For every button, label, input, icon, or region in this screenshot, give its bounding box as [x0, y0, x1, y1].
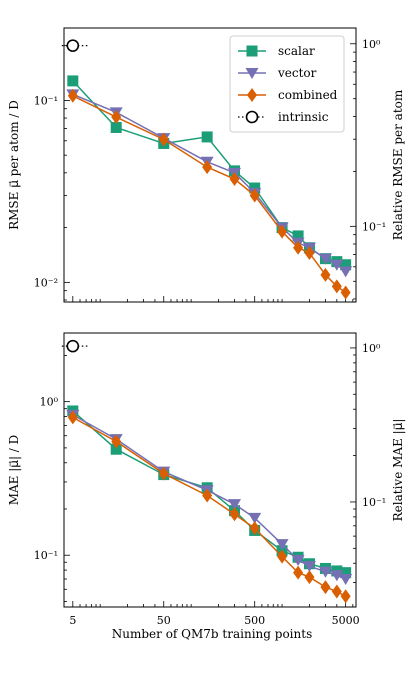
mae-vector-point — [318, 566, 332, 578]
mae-y-tick-label: 10⁰ — [40, 396, 59, 409]
rmse-y-tick-label: 10⁻¹ — [34, 94, 58, 107]
rmse-scalar-point — [110, 121, 122, 133]
rmse-y-axis-label: RMSE μ⃗ per atom / D — [7, 100, 21, 230]
mae-combined-point — [331, 584, 342, 599]
legend-marker — [245, 110, 259, 124]
mae-vector-point — [339, 574, 353, 586]
rmse-combined-point — [111, 110, 122, 125]
rmse-combined-point — [229, 171, 240, 186]
mae-vector-point — [330, 570, 344, 582]
mae-y-right-tick-label: 10⁻¹ — [362, 496, 386, 509]
mae-combined-point — [277, 549, 288, 564]
rmse-scalar-point — [67, 75, 79, 87]
rmse-combined-point — [293, 240, 304, 255]
rmse-combined-point — [158, 132, 169, 147]
rmse-y-right-tick-label: 10⁰ — [362, 38, 381, 51]
rmse-y-right-axis-label: Relative RMSE per atom — [391, 89, 405, 240]
mae-combined-point — [202, 488, 213, 503]
rmse-series-combined — [67, 88, 351, 300]
rmse-combined-point — [202, 160, 213, 175]
rmse-vector-point — [330, 259, 344, 271]
x-axis-label: Number of QM7b training points — [112, 627, 312, 641]
legend-label: combined — [278, 88, 338, 102]
rmse-combined-point — [277, 224, 288, 239]
rmse-combined-point — [340, 285, 351, 300]
legend-entry-combined: combined — [238, 88, 338, 102]
rmse-combined-point — [67, 88, 78, 103]
rmse-vector-point — [318, 253, 332, 265]
mae-combined-point — [304, 570, 315, 585]
mae-series-intrinsic — [61, 339, 90, 353]
mae-y-right-axis-label: Relative MAE |μ⃗| — [391, 419, 405, 522]
mae-combined-point — [320, 580, 331, 595]
legend-label: vector — [277, 66, 317, 80]
mae-combined-point — [67, 410, 78, 425]
mae-plot-frame — [63, 332, 357, 608]
x-tick-label: 5000 — [332, 614, 360, 627]
legend-label: scalar — [278, 44, 315, 58]
legend-entry-intrinsic: intrinsic — [238, 110, 329, 124]
legend-marker — [247, 88, 257, 102]
legend-marker — [245, 68, 259, 79]
mae-scalar-point — [110, 443, 122, 455]
legend-entry-scalar: scalar — [238, 44, 315, 58]
mae-y-axis-label: MAE |μ⃗| / D — [7, 435, 21, 506]
rmse-combined-point — [320, 267, 331, 282]
legend-label: intrinsic — [278, 110, 329, 124]
mae-vector-point — [291, 555, 305, 567]
rmse-y-right-tick-label: 10⁻¹ — [362, 220, 386, 233]
mae-combined-point — [229, 507, 240, 522]
legend: scalar vector combined intrinsic — [229, 35, 345, 133]
rmse-vector-point — [339, 266, 353, 278]
x-tick-label: 500 — [244, 614, 265, 627]
rmse-combined-point — [331, 279, 342, 294]
rmse-y-tick-label: 10⁻² — [34, 276, 58, 289]
mae-vector-point — [228, 499, 242, 511]
mae-y-right-tick-label: 10⁰ — [362, 342, 381, 355]
mae-scalar-point — [340, 567, 352, 579]
rmse-scalar-point — [340, 259, 352, 271]
mae-intrinsic-point — [66, 339, 80, 353]
mae-vector-point — [302, 561, 316, 573]
rmse-plot-frame — [63, 27, 357, 303]
rmse-combined-point — [304, 246, 315, 261]
mae-panel: 5 50 500 5000 10⁻¹ 10⁰ 10⁻¹ 10⁰ MAE |μ⃗| / D Rela… — [7, 332, 405, 627]
legend-marker — [246, 45, 258, 57]
mae-vector-point — [248, 512, 262, 524]
rmse-intrinsic-point — [66, 39, 80, 52]
mae-combined-point — [158, 466, 169, 481]
mae-combined-point — [249, 521, 260, 536]
mae-series-combined — [67, 410, 351, 604]
mae-y-tick-label: 10⁻¹ — [34, 549, 58, 562]
mae-combined-point — [340, 589, 351, 604]
mae-combined-point — [111, 434, 122, 449]
x-tick-label: 5 — [69, 614, 76, 627]
mae-vector-point — [275, 539, 289, 551]
rmse-scalar-point — [201, 131, 213, 143]
rmse-panel: 10⁻² 10⁻¹ 10⁻¹ 10⁰ RMSE μ⃗ per atom / D Relat… — [7, 27, 405, 303]
rmse-series-intrinsic — [61, 39, 90, 52]
legend-entry-vector: vector — [238, 66, 317, 80]
rmse-combined-point — [249, 188, 260, 203]
legend-box — [229, 35, 345, 133]
mae-combined-point — [293, 565, 304, 580]
x-tick-label: 50 — [157, 614, 171, 627]
rmse-scalar-point — [292, 230, 304, 242]
